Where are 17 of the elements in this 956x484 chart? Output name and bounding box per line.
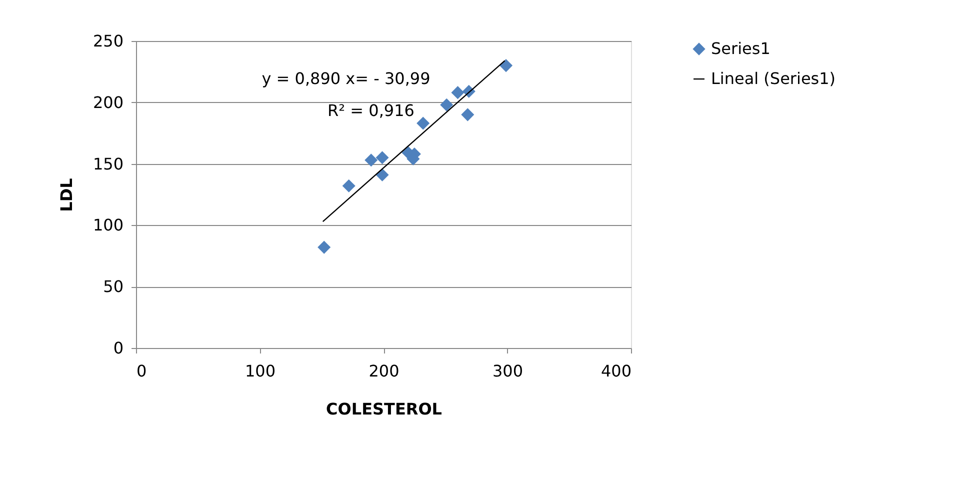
- legend-label: Lineal (Series1): [711, 69, 836, 88]
- x-axis-title: COLESTEROL: [326, 400, 442, 418]
- x-tick-label: 200: [368, 362, 400, 380]
- annotation: y = 0,890 x= - 30,99: [262, 69, 430, 88]
- annotation: R² = 0,916: [328, 101, 414, 120]
- x-tick-label: 0: [136, 362, 147, 380]
- y-tick-label: 0: [113, 338, 124, 358]
- y-tick-label: 200: [92, 92, 124, 112]
- x-tick-label: 100: [244, 362, 276, 380]
- y-axis-title: LDL: [56, 178, 76, 212]
- y-tick-label: 250: [92, 32, 124, 50]
- y-tick-label: 100: [92, 216, 124, 235]
- x-tick-label: 400: [600, 362, 632, 380]
- y-tick-label: 50: [103, 277, 124, 296]
- x-tick-label: 300: [492, 362, 524, 380]
- legend-label: Series1: [711, 39, 770, 58]
- y-tick-label: 150: [92, 154, 124, 174]
